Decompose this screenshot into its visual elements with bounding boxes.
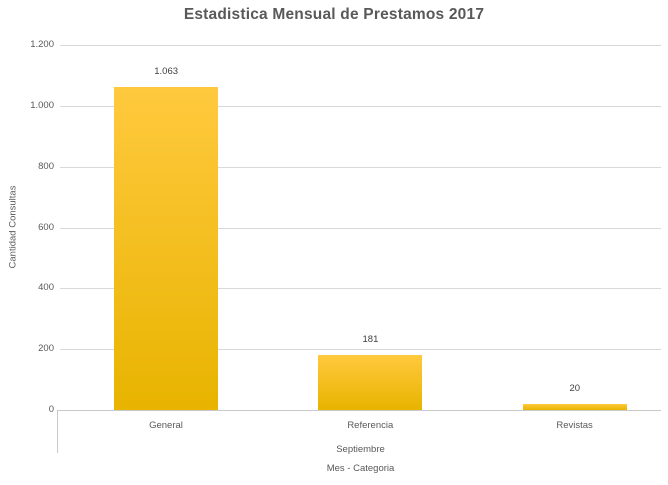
- y-tick-label: 400: [38, 282, 54, 294]
- x-axis-line: [57, 410, 661, 411]
- x-axis-title: Mes - Categoria: [326, 463, 395, 474]
- y-tick-label: 600: [38, 221, 54, 233]
- bar-revistas[interactable]: [522, 403, 627, 410]
- y-tick-label: 800: [38, 160, 54, 172]
- data-label-general: 1.063: [154, 65, 179, 77]
- gridline: [60, 105, 661, 107]
- data-label-revistas: 20: [569, 382, 581, 394]
- y-axis-title: Cantidad Consultas: [7, 185, 19, 269]
- gridline: [60, 166, 661, 168]
- y-tick-label: 200: [38, 343, 54, 355]
- group-label: Septiembre: [336, 444, 385, 455]
- y-tick-label: 0: [48, 404, 54, 415]
- gridline: [60, 349, 661, 351]
- category-label-general: General: [149, 420, 183, 431]
- category-label-revistas: Revistas: [556, 420, 593, 431]
- plot-area: 1.063 181 20: [60, 45, 661, 410]
- y-tick-label: 1.000: [30, 99, 54, 111]
- gridline: [60, 288, 661, 290]
- data-label-referencia: 181: [362, 333, 379, 345]
- gridline: [60, 45, 661, 46]
- y-tick-label: 1.200: [30, 39, 54, 50]
- bar-referencia[interactable]: [318, 354, 423, 410]
- bar-general[interactable]: [114, 86, 219, 410]
- gridline: [60, 227, 661, 229]
- category-label-referencia: Referencia: [347, 420, 394, 431]
- chart-title: Estadistica Mensual de Prestamos 2017: [183, 6, 485, 23]
- category-separator-line: [57, 410, 58, 453]
